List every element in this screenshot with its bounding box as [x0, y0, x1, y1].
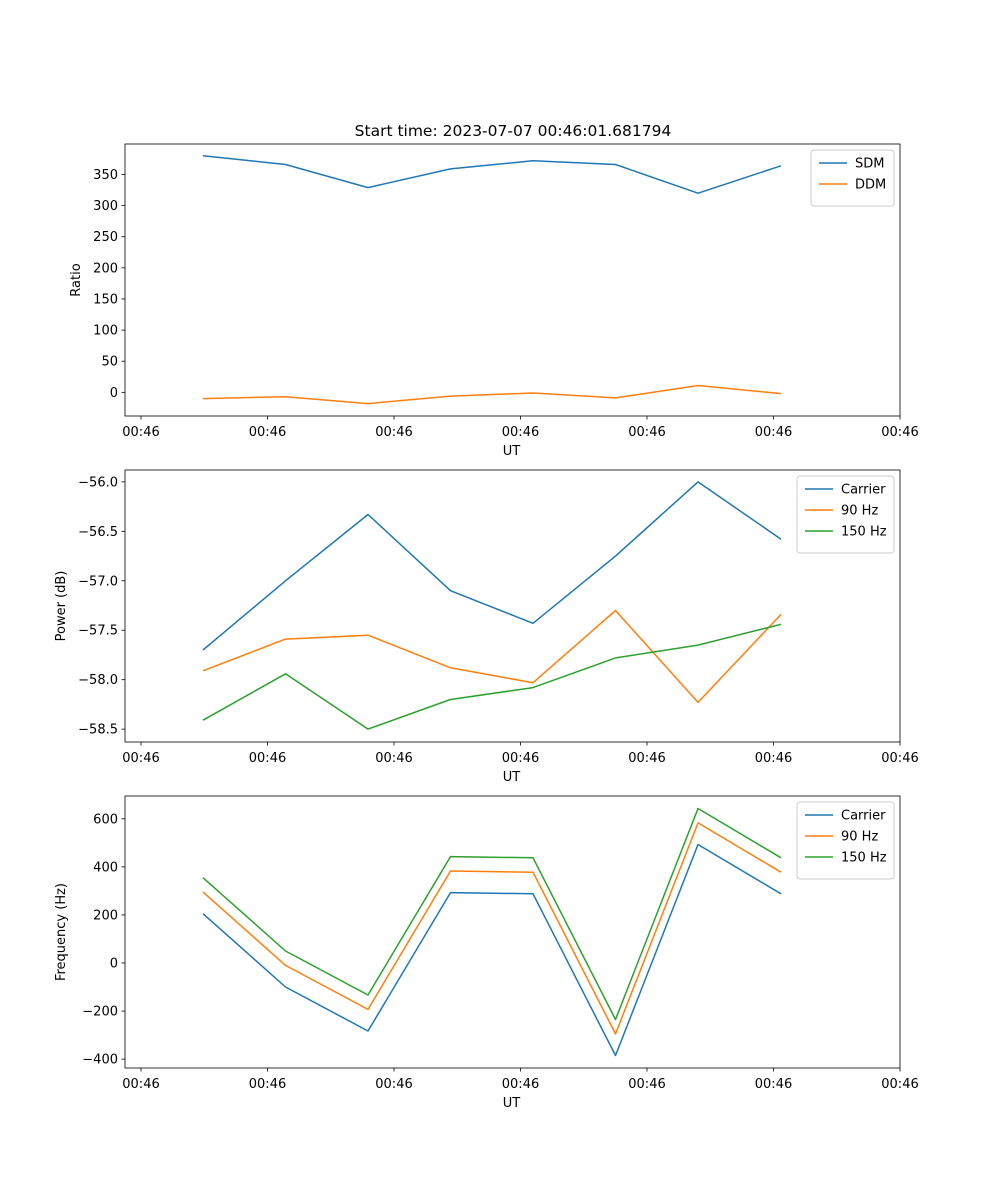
ratio-series-line-sdm — [202, 155, 782, 194]
power-x-tick-label: 00:46 — [881, 751, 918, 766]
ratio-y-tick-label: 0 — [110, 386, 118, 401]
frequency-x-tick-label: 00:46 — [375, 1077, 412, 1092]
ratio-x-tick-label: 00:46 — [249, 425, 286, 440]
power-axes-frame — [124, 469, 901, 743]
ratio-y-tick-label: 250 — [93, 230, 118, 245]
power-x-axis-label: UT — [503, 770, 521, 785]
chart-title: Start time: 2023-07-07 00:46:01.681794 — [355, 122, 672, 140]
ratio-y-tick-label: 150 — [93, 292, 118, 307]
ratio-y-tick-label: 300 — [93, 199, 118, 214]
frequency-legend-label-90-hz: 90 Hz — [841, 830, 878, 845]
frequency-x-tick-label: 00:46 — [755, 1077, 792, 1092]
power-y-tick-label: −57.0 — [78, 574, 118, 589]
frequency-x-tick-label: 00:46 — [502, 1077, 539, 1092]
ratio-legend-label-sdm: SDM — [855, 157, 884, 172]
ratio-y-tick-label: 350 — [93, 168, 118, 183]
ratio-x-tick-label: 00:46 — [628, 425, 665, 440]
frequency-axes-frame — [124, 795, 901, 1069]
frequency-y-tick-label: −200 — [82, 1005, 118, 1020]
frequency-y-tick-label: 200 — [93, 908, 118, 923]
power-x-tick-label: 00:46 — [755, 751, 792, 766]
ratio-legend: SDM DDM — [810, 149, 895, 207]
ratio-y-axis-label: Ratio — [69, 263, 84, 296]
ratio-axes-frame — [124, 143, 901, 417]
frequency-y-tick-label: 0 — [110, 956, 118, 971]
frequency-y-tick-label: −400 — [82, 1053, 118, 1068]
ratio-x-axis-label: UT — [503, 444, 521, 459]
ratio-legend-label-ddm: DDM — [855, 178, 886, 193]
frequency-x-tick-label: 00:46 — [881, 1077, 918, 1092]
power-x-tick-label: 00:46 — [502, 751, 539, 766]
power-legend-label-90-hz: 90 Hz — [841, 504, 878, 519]
power-legend-box — [796, 475, 895, 554]
ratio-x-tick-label: 00:46 — [502, 425, 539, 440]
power-x-tick-label: 00:46 — [375, 751, 412, 766]
ratio-legend-box — [810, 149, 895, 207]
ratio-series-line-ddm — [202, 384, 782, 405]
power-series-line-carrier — [202, 481, 782, 651]
frequency-x-tick-label: 00:46 — [122, 1077, 159, 1092]
power-series-line-150-hz — [202, 623, 782, 730]
frequency-x-tick-label: 00:46 — [249, 1077, 286, 1092]
power-x-tick-label: 00:46 — [249, 751, 286, 766]
ratio-x-tick-label: 00:46 — [122, 425, 159, 440]
frequency-legend-box — [796, 801, 895, 880]
frequency-legend: Carrier 90 Hz 150 Hz — [796, 801, 895, 880]
frequency-x-tick-label: 00:46 — [628, 1077, 665, 1092]
ratio-x-tick-label: 00:46 — [375, 425, 412, 440]
ratio-x-tick-label: 00:46 — [881, 425, 918, 440]
ratio-y-tick-label: 200 — [93, 261, 118, 276]
power-y-tick-label: −57.5 — [78, 624, 118, 639]
ratio-x-tick-label: 00:46 — [755, 425, 792, 440]
power-y-tick-label: −56.0 — [78, 475, 118, 490]
frequency-series-line-90-hz — [202, 822, 782, 1035]
frequency-y-tick-label: 400 — [93, 860, 118, 875]
power-x-tick-label: 00:46 — [628, 751, 665, 766]
power-legend: Carrier 90 Hz 150 Hz — [796, 475, 895, 554]
power-y-tick-label: −58.5 — [78, 723, 118, 738]
ratio-y-tick-label: 100 — [93, 324, 118, 339]
power-series-line-90-hz — [202, 609, 782, 704]
frequency-legend-label-150-hz: 150 Hz — [841, 851, 887, 866]
power-x-tick-label: 00:46 — [122, 751, 159, 766]
ratio-y-tick-label: 50 — [101, 355, 118, 370]
power-y-tick-label: −58.0 — [78, 673, 118, 688]
frequency-legend-label-carrier: Carrier — [841, 809, 886, 824]
ratio-panel: 0 50 100 150 200 250 300 350 00:46 00:46 00:46 00:4… — [69, 143, 919, 459]
frequency-y-tick-label: 600 — [93, 812, 118, 827]
frequency-x-axis-label: UT — [503, 1096, 521, 1111]
power-y-axis-label: Power (dB) — [54, 571, 69, 642]
frequency-series-line-carrier — [202, 843, 782, 1057]
frequency-panel: −400 −200 0 200 400 600 00:46 00:46 00:46 00:46 00… — [54, 795, 919, 1111]
power-panel: −58.5 −58.0 −57.5 −57.0 −56.5 −56.0 00:46 00:46… — [54, 469, 919, 785]
power-legend-label-150-hz: 150 Hz — [841, 525, 887, 540]
power-y-tick-label: −56.5 — [78, 525, 118, 540]
frequency-series-line-150-hz — [202, 807, 782, 1021]
frequency-y-axis-label: Frequency (Hz) — [54, 883, 69, 981]
power-legend-label-carrier: Carrier — [841, 483, 886, 498]
